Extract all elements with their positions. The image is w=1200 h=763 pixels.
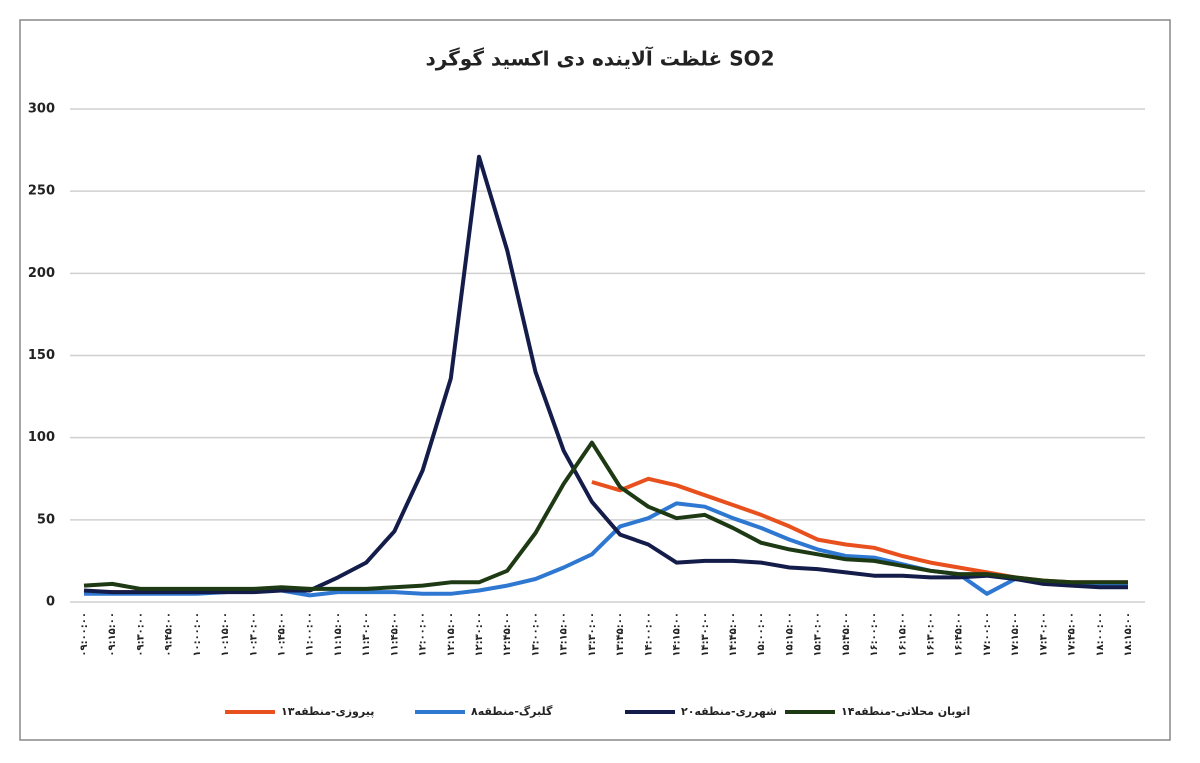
x-tick-label: ۱۲:۳۰:۰۰ — [474, 612, 485, 657]
x-tick-label: ۱۰:۱۵:۰۰ — [220, 612, 231, 657]
y-tick-label: 0 — [46, 595, 55, 610]
x-tick-label: ۰۹:۱۵:۰۰ — [107, 612, 118, 657]
x-tick-label: ۱۴:۴۵:۰۰ — [728, 612, 739, 657]
x-tick-label: ۱۳:۰۰:۰۰ — [530, 612, 541, 657]
x-tick-label: ۱۷:۰۰:۰۰ — [982, 612, 993, 657]
y-tick-label: 250 — [28, 184, 55, 199]
x-tick-label: ۱۴:۱۵:۰۰ — [672, 612, 683, 657]
y-tick-label: 50 — [37, 512, 55, 527]
x-tick-label: ۱۴:۰۰:۰۰ — [643, 612, 654, 657]
x-tick-label: ۱۰:۴۵:۰۰ — [277, 612, 288, 657]
x-tick-label: ۱۰:۳۰:۰۰ — [248, 612, 259, 657]
x-tick-label: ۱۱:۱۵:۰۰ — [333, 612, 344, 657]
x-tick-label: ۰۹:۴۵:۰۰ — [164, 612, 175, 657]
x-tick-label: ۱۰:۰۰:۰۰ — [192, 612, 203, 657]
y-tick-label: 300 — [28, 102, 55, 117]
x-tick-label: ۰۹:۳۰:۰۰ — [135, 612, 146, 657]
chart-title: غلظت آلاینده دی اکسید گوگرد SO2 — [425, 46, 774, 71]
x-tick-label: ۱۷:۴۵:۰۰ — [1067, 612, 1078, 657]
x-tick-label: ۱۵:۴۵:۰۰ — [841, 612, 852, 657]
x-tick-label: ۱۳:۳۰:۰۰ — [587, 612, 598, 657]
x-tick-label: ۱۶:۰۰:۰۰ — [869, 612, 880, 657]
legend-label: گلبرگ-منطقه۸ — [471, 704, 553, 718]
chart-frame — [19, 19, 1171, 741]
x-tick-label: ۱۵:۱۵:۰۰ — [784, 612, 795, 657]
x-tick-label: ۱۱:۴۵:۰۰ — [389, 612, 400, 657]
x-tick-label: ۱۷:۳۰:۰۰ — [1038, 612, 1049, 657]
x-tick-label: ۱۳:۱۵:۰۰ — [559, 612, 570, 657]
x-tick-label: ۱۶:۱۵:۰۰ — [897, 612, 908, 657]
x-tick-label: ۱۱:۰۰:۰۰ — [305, 612, 316, 657]
y-tick-label: 150 — [28, 348, 55, 363]
legend-label: اتوبان محلاتی-منطقه۱۴ — [841, 705, 970, 718]
x-tick-label: ۱۸:۰۰:۰۰ — [1095, 612, 1106, 657]
legend-label: پیروزی-منطقه۱۳ — [281, 705, 374, 718]
legend-label: شهرری-منطقه۲۰ — [681, 705, 777, 718]
series-line — [83, 440, 1128, 591]
x-tick-label: ۱۲:۱۵:۰۰ — [446, 612, 457, 657]
x-tick-label: ۱۴:۳۰:۰۰ — [700, 612, 711, 657]
x-tick-label: ۱۵:۰۰:۰۰ — [756, 612, 767, 657]
x-tick-label: ۱۶:۳۰:۰۰ — [925, 612, 936, 657]
x-tick-label: ۱۶:۴۵:۰۰ — [954, 612, 965, 657]
y-tick-label: 100 — [28, 430, 55, 445]
x-tick-label: ۱۵:۳۰:۰۰ — [813, 612, 824, 657]
x-tick-label: ۱۸:۱۵:۰۰ — [1123, 612, 1134, 657]
y-tick-label: 200 — [28, 266, 55, 281]
x-tick-label: ۰۹:۰۰:۰۰ — [79, 612, 90, 657]
x-tick-label: ۱۱:۳۰:۰۰ — [361, 612, 372, 657]
x-tick-label: ۱۳:۴۵:۰۰ — [615, 612, 626, 657]
x-tick-label: ۱۷:۱۵:۰۰ — [1010, 612, 1021, 657]
x-tick-label: ۱۲:۰۰:۰۰ — [418, 612, 429, 657]
series-line — [83, 154, 1128, 595]
x-tick-label: ۱۲:۴۵:۰۰ — [502, 612, 513, 657]
